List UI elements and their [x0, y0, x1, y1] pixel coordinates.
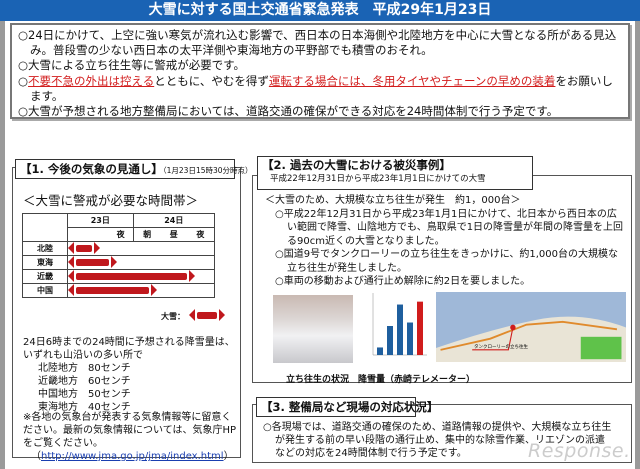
snow-arrow	[68, 242, 100, 254]
chart-caption: 降雪量（赤崎テレメーター）	[358, 375, 476, 385]
section-past-cases: ＜大雪のため、大規模な立ち往生が発生 約1，000台＞ ○平成22年12月31日…	[252, 175, 632, 385]
snow-arrow	[68, 256, 117, 268]
case-heading: ＜大雪のため、大規模な立ち往生が発生 約1，000台＞	[265, 195, 521, 206]
jma-note: ※各地の気象台が発表する気象情報等に留意ください。最新の気象情報については、気象…	[23, 411, 238, 463]
page-title: 大雪に対する国土交通省緊急発表 平成29年1月23日	[0, 0, 640, 21]
snow-traffic-photo	[273, 295, 353, 363]
section-title: 【3. 整備局など現場の対応状況】	[256, 397, 438, 417]
legend-arrow	[189, 309, 225, 321]
page-edge-right	[635, 0, 640, 469]
bullet: ○	[18, 73, 29, 88]
section-title: 【1. 今後の気象の見通し】（1月23日15時30分時点）	[15, 159, 253, 179]
day-header: 24日	[132, 213, 216, 228]
forecast-item: 北陸地方 80センチ	[38, 363, 131, 374]
section-response-status: ○各現場では、道路交通の確保のため、道路情報の提供や、大規模な立ち往生が発生する…	[252, 404, 632, 463]
paren: ）	[223, 451, 234, 462]
page-edge-left	[0, 0, 5, 469]
warning-text: 不要不急の外出は控える	[28, 73, 155, 88]
section-subtitle: 平成22年12月31日から平成23年1月1日にかけての大雪	[270, 174, 486, 184]
notice-line: ○不要不急の外出は控えるとともに、やむを得ず運転する場合には、冬用タイヤやチェー…	[18, 74, 622, 104]
bar	[377, 347, 383, 355]
notice-line: ○大雪が予想される地方整備局においては、道路交通の確保ができる対応を24時間体制…	[18, 104, 559, 119]
warning-text: 運転する場合には、冬用タイヤやチェーンの早めの装着	[268, 73, 556, 88]
region-label: 中国	[22, 283, 68, 298]
bar	[417, 301, 423, 355]
text: とともに、やむを得ず	[154, 73, 269, 88]
forecast-item: 東海地方 40センチ	[38, 402, 131, 413]
response-text: ○各現場では、道路交通の確保のため、道路情報の提供や、大規模な立ち往生が発生する…	[263, 422, 612, 459]
photo-caption: 立ち往生の状況	[286, 375, 350, 385]
case-text: ＜大雪のため、大規模な立ち往生が発生 約1，000台＞ ○平成22年12月31日…	[265, 194, 625, 289]
legend-label: 大雪：	[161, 312, 185, 321]
route-map: タンクローリーの立ち往生	[436, 292, 626, 362]
title-text: 【1. 今後の気象の見通し】	[20, 162, 163, 176]
land	[436, 316, 626, 362]
bar	[387, 326, 393, 355]
region-label: 東海	[22, 255, 68, 270]
region-label: 北陸	[22, 241, 68, 256]
note-text: ※各地の気象台が発表する気象情報等に留意ください。最新の気象情報については、気象…	[23, 412, 237, 449]
route-line	[440, 320, 618, 351]
timestamp: （1月23日15時30分時点）	[162, 166, 253, 175]
day-header: 23日	[67, 213, 134, 228]
notice-line: ○大雪による立ち往生等に警戒が必要です。	[18, 58, 246, 73]
bar	[397, 304, 403, 355]
period-header: 昼	[160, 227, 187, 242]
notice-line: ○24日にかけて、上空に強い寒気が流れ込む影響で、西日本の日本海側や北陸地方を中…	[18, 28, 617, 58]
corner-cell	[22, 213, 68, 242]
case-item: ○平成22年12月31日から平成23年1月1日にかけて、北日本から西日本の広い範…	[275, 208, 624, 247]
forecast-item: 近畿地方 60センチ	[38, 376, 131, 387]
snowfall-forecast: 24日6時までの24時間に予想される降雪量は、いずれも山沿いの多い所で 北陸地方…	[23, 336, 240, 414]
case-item: ○国道9号でタンクローリーの立ち往生をきっかけに、約1,000台の大規模な立ち往…	[275, 249, 619, 274]
section-title: 【2. 過去の大雪における被災事例】平成22年12月31日から平成23年1月1日…	[257, 156, 533, 190]
paren: （	[31, 451, 41, 462]
title-text: 【2. 過去の大雪における被災事例】	[262, 158, 451, 172]
incident-line	[472, 327, 514, 351]
text: をお願いします。	[30, 73, 613, 103]
legend: 大雪：	[161, 309, 225, 322]
notice-box: ○24日にかけて、上空に強い寒気が流れ込む影響で、西日本の日本海側や北陸地方を中…	[10, 23, 630, 119]
section-heading: ＜大雪に警戒が必要な時間帯＞	[23, 193, 199, 208]
period-header: 夜	[67, 227, 134, 242]
snow-arrow	[68, 284, 157, 296]
period-header: 夜	[186, 227, 215, 242]
snowfall-bar-chart	[372, 293, 427, 356]
forecast-intro: 24日6時までの24時間に予想される降雪量は、いずれも山沿いの多い所で	[23, 337, 235, 361]
region-label: 近畿	[22, 269, 68, 284]
snow-timeline-table: 23日 24日 夜朝昼夜 北陸 東海 近畿 中国	[22, 213, 216, 298]
case-item: ○車両の移動および通行止め解除に約2日を要しました。	[275, 276, 531, 287]
period-header: 朝	[132, 227, 161, 242]
incident-marker	[510, 324, 516, 331]
map-label: タンクローリーの立ち往生	[474, 343, 528, 350]
section-weather-outlook: ＜大雪に警戒が必要な時間帯＞ 23日 24日 夜朝昼夜 北陸 東海 近畿 中国 大…	[12, 167, 241, 462]
bar	[407, 322, 413, 355]
snow-arrow	[68, 270, 195, 282]
inset-map	[580, 336, 622, 360]
response-watermark-logo: Response.	[528, 440, 631, 462]
forecast-item: 中国地方 50センチ	[38, 389, 131, 400]
jma-link[interactable]: http://www.jma.go.jp/jma/index.html	[41, 451, 224, 462]
